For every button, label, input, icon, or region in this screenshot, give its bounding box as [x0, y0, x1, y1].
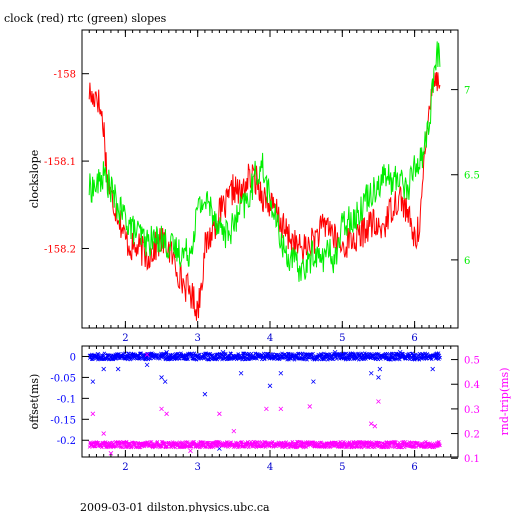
- plot-area: [88, 41, 441, 321]
- rnd-trip-outlier-mark: [108, 451, 114, 456]
- x-tick-label: 3: [195, 333, 201, 344]
- footer-label: 2009-03-01 dilston.physics.ubc.ca: [80, 501, 270, 512]
- plot-frame: [81, 345, 459, 458]
- clock-series-line: [88, 71, 441, 321]
- rnd-trip-outlier-mark: [231, 428, 237, 434]
- x-tick-label: 4: [267, 462, 273, 473]
- x-tick-label: 6: [411, 333, 417, 344]
- offset-outlier-mark: [220, 350, 226, 355]
- y2-tick-label: 6: [464, 256, 470, 267]
- offset-outlier-mark: [95, 352, 101, 357]
- slopes-panel: 2 3 4 5 6 -158 -158.1 -158.2 7 6.5 6 clockslope: [28, 29, 480, 344]
- x-tick-label: 5: [339, 462, 345, 473]
- y-tick-label: -158: [54, 70, 76, 81]
- rnd-trip-outlier-mark: [264, 406, 269, 412]
- rtc-series-line: [88, 41, 441, 282]
- y-tick-label: 0: [70, 352, 76, 363]
- y-tick-label: -0.2: [57, 436, 76, 447]
- y2-tick-label: 7: [464, 86, 470, 97]
- offset-outlier-mark: [430, 366, 435, 372]
- y2-tick-label: 0.1: [464, 454, 480, 465]
- x-tick-label: 4: [267, 333, 273, 344]
- rnd-trip-outlier-mark: [278, 406, 284, 412]
- offset-outlier-mark: [115, 366, 121, 372]
- x-tick-label: 2: [122, 462, 128, 473]
- y-tick-label: -0.05: [50, 373, 76, 384]
- offset-outlier-mark: [144, 362, 150, 368]
- offset-outlier-mark: [332, 350, 338, 355]
- y-axis-label: offset(ms): [28, 374, 41, 430]
- offset-outlier-mark: [397, 350, 403, 355]
- offset-outlier-mark: [368, 370, 374, 376]
- offset-outlier-mark: [162, 379, 168, 384]
- offset-outlier-mark: [434, 352, 439, 357]
- y2-tick-label: 0.5: [464, 356, 480, 367]
- rnd-trip-outlier-mark: [376, 399, 381, 404]
- plot-area: [87, 350, 442, 456]
- y2-tick-label: 6.5: [464, 171, 480, 182]
- y2-axis-label: rnd-trip(ms): [498, 368, 511, 436]
- rnd-trip-band-marks: [87, 439, 442, 450]
- rnd-trip-outlier-mark: [188, 448, 193, 454]
- offset-outlier-mark: [90, 379, 96, 384]
- rnd-trip-outlier-mark: [144, 352, 150, 357]
- offset-outlier-mark: [164, 350, 169, 355]
- offset-panel: 2 3 4 5 6 0 -0.05 -0.1 -0.15 -0.2 0.5 0.4 0.3 0.2 0.1 o…: [28, 345, 511, 473]
- offset-outlier-mark: [267, 383, 273, 389]
- y-tick-label: -158.1: [44, 157, 76, 168]
- y-tick-label: -0.15: [50, 415, 76, 426]
- offset-outlier-mark: [377, 366, 383, 372]
- rnd-trip-outlier-mark: [368, 421, 374, 426]
- x-tick-label: 2: [122, 333, 128, 344]
- y-tick-label: -0.1: [57, 394, 76, 405]
- x-tick-label: 5: [339, 333, 345, 344]
- offset-outlier-mark: [376, 375, 381, 380]
- x-tick-label: 3: [195, 462, 201, 473]
- offset-outlier-mark: [311, 379, 316, 384]
- rnd-trip-outlier-mark: [159, 406, 164, 412]
- offset-outlier-mark: [278, 370, 284, 376]
- rnd-trip-outlier-mark: [164, 411, 169, 417]
- plot-frame: [81, 29, 459, 329]
- y2-tick-label: 0.2: [464, 430, 480, 441]
- rnd-trip-outlier-mark: [90, 411, 96, 417]
- y2-tick-label: 0.3: [464, 405, 480, 416]
- offset-outlier-mark: [159, 375, 164, 380]
- offset-outlier-mark: [264, 352, 269, 357]
- rnd-trip-outlier-mark: [307, 404, 313, 409]
- rnd-trip-outlier-mark: [372, 423, 378, 429]
- rnd-trip-outlier-mark: [101, 431, 106, 436]
- offset-outlier-mark: [202, 391, 208, 397]
- rnd-trip-outlier-mark: [217, 411, 222, 417]
- offset-outlier-mark: [101, 366, 106, 372]
- chart-title: clock (red) rtc (green) slopes: [4, 12, 167, 25]
- y2-tick-label: 0.4: [464, 380, 480, 391]
- x-tick-label: 6: [411, 462, 417, 473]
- offset-band-marks: [87, 351, 442, 362]
- offset-outlier-mark: [238, 370, 244, 376]
- y-axis-label: clockslope: [28, 150, 41, 208]
- y-tick-label: -158.2: [44, 244, 76, 255]
